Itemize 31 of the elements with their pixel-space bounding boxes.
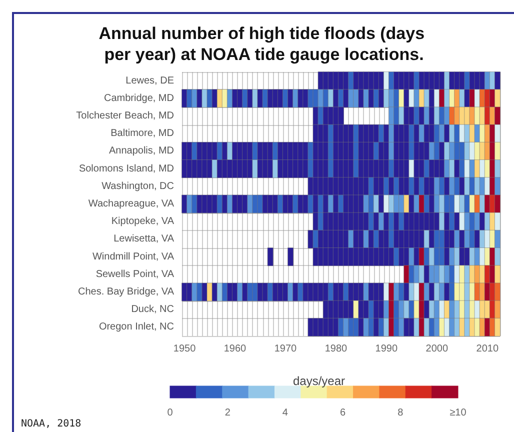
y-tick-label: Ches. Bay Bridge, VA [78,286,174,298]
color-bar-label: 4 [282,408,288,418]
y-tick-label: Windmill Point, VA [92,251,174,262]
y-tick-label: Solomons Island, MD [78,163,174,174]
y-tick-label: Annapolis, MD [108,146,174,157]
color-bar-label: 6 [340,408,346,418]
x-tick-label: 1990 [375,344,398,354]
color-bar-label: ≥10 [450,408,467,418]
y-tick-label: Lewisetta, VA [114,234,174,245]
chart-title: Annual number of high tide floods (days per year) at NOAA tide gauge locations. [98,24,430,64]
color-bar-label: 0 [167,408,174,418]
y-tick-label: Duck, NC [131,304,174,316]
x-tick-label: 1950 [173,344,196,354]
y-tick-label: Baltimore, MD [110,128,174,140]
y-tick-label: Kiptopeke, VA [111,216,174,228]
text: NOAA, 2018 [21,418,82,430]
x-tick-label: 2000 [426,344,448,354]
color-bar-title: days/year [292,374,346,388]
y-tick-label: Lewes, DE [126,75,174,86]
x-tick-label: 2010 [476,344,499,354]
color-bar-label: 2 [224,408,231,418]
y-tick-label: Wachapreague, VA [88,198,174,210]
x-tick-label: 1960 [224,344,247,354]
y-tick-label: Cambridge, MD [104,92,174,104]
x-tick-label: 1980 [324,344,348,354]
y-tick-label: Tolchester Beach, MD [76,110,174,122]
y-tick-label: Washington, DC [102,180,174,192]
x-tick-label: 1970 [274,344,298,354]
y-tick-label: Oregon Inlet, NC [98,322,174,333]
y-tick-label: Sewells Point, VA [96,268,174,280]
color-bar-label: 8 [398,408,404,418]
